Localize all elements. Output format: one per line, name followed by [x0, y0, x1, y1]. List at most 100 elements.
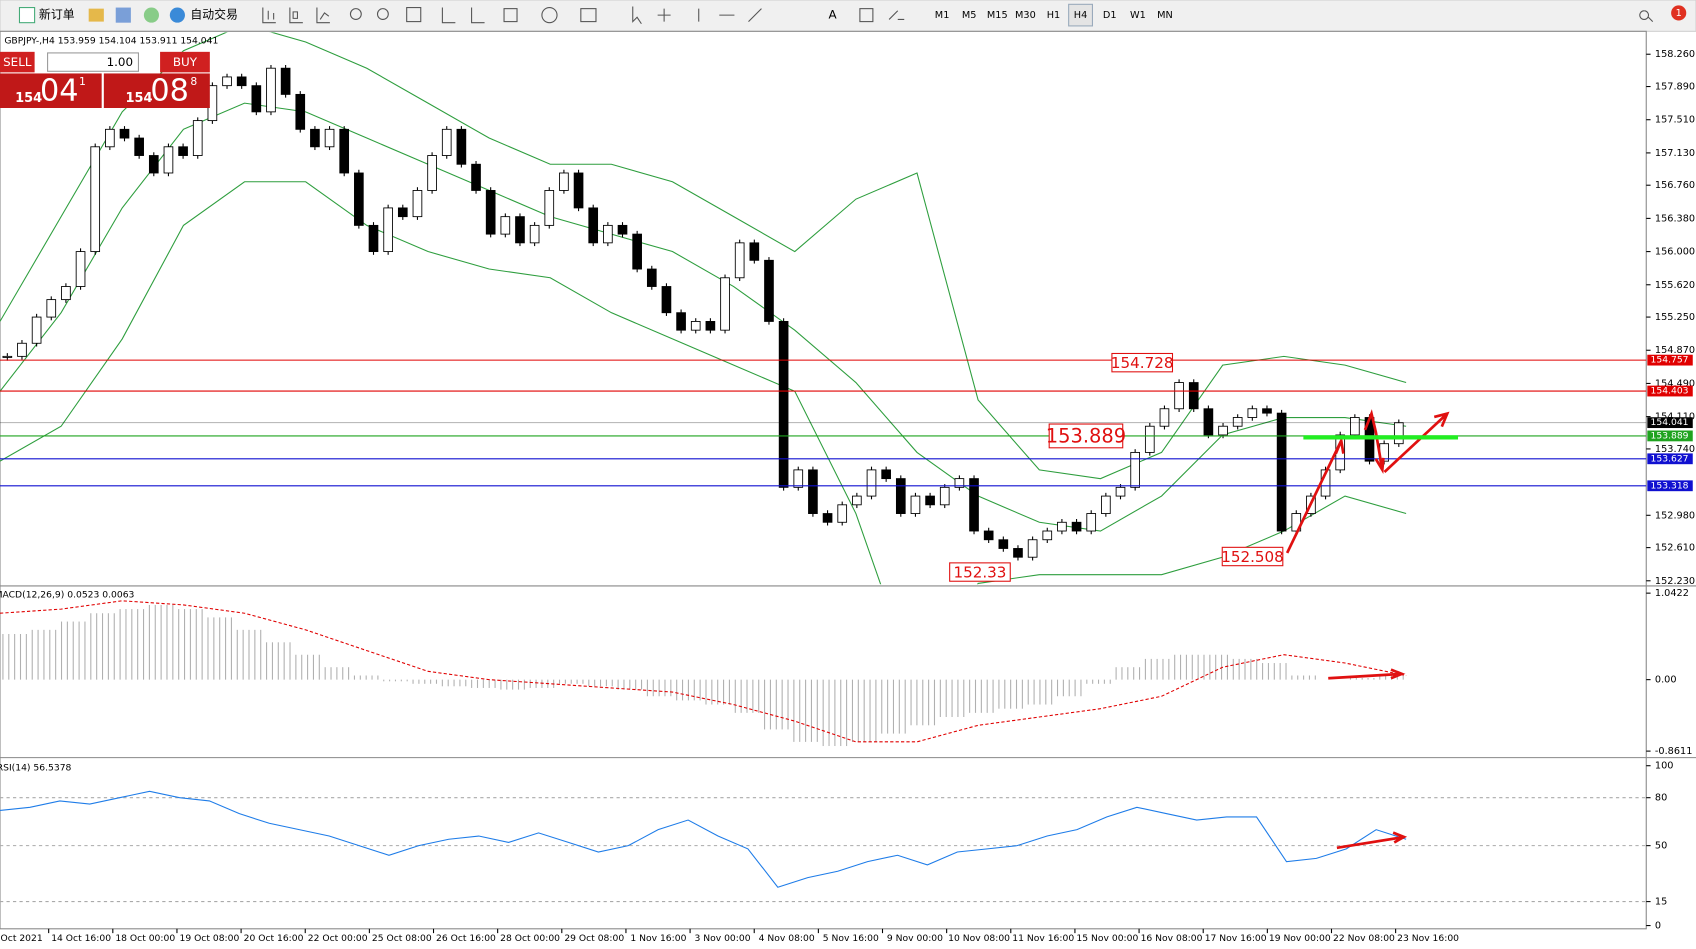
candle: [515, 216, 525, 244]
candle: [456, 128, 467, 165]
candle: [529, 224, 540, 244]
y-tick-label: 157.510: [1655, 115, 1695, 126]
buy-button[interactable]: [160, 51, 210, 73]
buy-label[interactable]: BUY: [173, 55, 198, 69]
notification-count[interactable]: 1: [1676, 8, 1682, 19]
y-tick-label: 1.0422: [1655, 588, 1689, 599]
candle: [837, 504, 848, 523]
candle: [603, 224, 613, 244]
template-icon[interactable]: [580, 8, 597, 23]
trade-panel: SELL 1.00 BUY 154 04 1 154 08 8: [0, 51, 210, 108]
toolbar: 新订单 自动交易 A M1 M5 M15 M30 H1 H4 D1 W1 MN 1: [0, 0, 1696, 32]
bid-big[interactable]: 154: [15, 91, 42, 106]
ask-box[interactable]: [103, 73, 210, 108]
arrow-tool[interactable]: [888, 10, 905, 20]
bid-box[interactable]: [0, 73, 102, 108]
candle: [105, 128, 115, 148]
candle: [1101, 495, 1111, 514]
candle: [310, 128, 320, 148]
candle: [852, 495, 862, 506]
y-tick-label: 157.130: [1655, 148, 1695, 159]
icon[interactable]: [143, 7, 159, 23]
candle: [61, 286, 71, 301]
candle: [1350, 417, 1360, 436]
new-order[interactable]: 新订单: [39, 8, 75, 22]
candle: [617, 224, 628, 235]
icon[interactable]: [115, 7, 131, 23]
timeframe[interactable]: M5: [962, 10, 977, 21]
timeframe[interactable]: W1: [1130, 10, 1146, 21]
level-marker: [1647, 480, 1693, 492]
candle: [163, 146, 174, 174]
candle: [646, 268, 657, 287]
sell-label[interactable]: SELL: [3, 55, 32, 69]
line-icon[interactable]: [316, 7, 330, 24]
bid-sup[interactable]: 1: [79, 75, 86, 88]
bar-chart-icon[interactable]: [262, 7, 276, 24]
candle: [222, 76, 232, 87]
ask[interactable]: 08: [150, 73, 189, 108]
y-tick-label: 152.230: [1655, 576, 1695, 587]
candle: [1232, 417, 1243, 427]
notification-badge[interactable]: [1671, 5, 1687, 21]
auto-trading[interactable]: 自动交易: [190, 8, 238, 22]
candle: [368, 224, 379, 253]
candle: [1262, 408, 1272, 414]
rsi-line: [0, 790, 1407, 888]
level-label: 153.627: [1651, 453, 1689, 464]
period-icon[interactable]: [541, 7, 558, 24]
level-label: 154.041: [1651, 417, 1689, 428]
zoom-in[interactable]: [349, 8, 362, 20]
scroll-icons[interactable]: [441, 7, 485, 24]
candle: [1276, 412, 1287, 532]
ask-big[interactable]: 154: [125, 91, 152, 106]
annotation: 152.33: [953, 564, 1006, 582]
y-tick-label: 157.890: [1655, 82, 1695, 93]
timeframe[interactable]: MN: [1157, 10, 1173, 21]
timeframe[interactable]: M1: [935, 10, 950, 21]
drawn-arrows: [1285, 409, 1450, 850]
annotation-box: [1048, 423, 1124, 449]
candle: [793, 469, 804, 488]
bid[interactable]: 04: [40, 73, 79, 108]
level-marker: [1647, 385, 1693, 397]
timeframe[interactable]: H4: [1074, 10, 1088, 21]
y-tick-label: 15: [1655, 897, 1667, 908]
zoom-out[interactable]: [376, 8, 389, 20]
lots[interactable]: 1.00: [107, 55, 133, 69]
candle: [412, 190, 423, 218]
chart-frame: [0, 30, 1647, 930]
y-tick-label: 154.490: [1655, 378, 1695, 389]
candle: [427, 155, 437, 191]
x-tick-label: 22 Oct 00:00: [308, 933, 368, 944]
tile-icon[interactable]: [406, 7, 422, 23]
lots-input[interactable]: [47, 52, 139, 72]
cursor[interactable]: [632, 6, 642, 25]
candle: [1027, 539, 1038, 558]
timeframe[interactable]: M30: [1015, 10, 1036, 21]
candle: [969, 478, 979, 532]
sell-button[interactable]: [0, 51, 35, 73]
icon[interactable]: [88, 8, 104, 22]
annotation: 154.728: [1111, 354, 1174, 372]
timeframe[interactable]: D1: [1103, 10, 1117, 21]
text-tool[interactable]: A: [829, 8, 838, 22]
indicators-icon[interactable]: [503, 8, 518, 23]
timeframe[interactable]: M15: [987, 10, 1008, 21]
draw-tools[interactable]: [657, 8, 833, 22]
candle: [236, 76, 247, 87]
search[interactable]: [1639, 10, 1654, 22]
text-label-tool[interactable]: [859, 8, 874, 23]
y-tick-label: 0: [1655, 921, 1661, 932]
y-tick-label: 156.380: [1655, 213, 1695, 224]
candle: [397, 207, 408, 218]
macd-signal: [0, 600, 1407, 743]
candle-icon[interactable]: [289, 7, 303, 24]
candle: [983, 530, 994, 541]
x-tick-label: 29 Oct 08:00: [564, 933, 624, 944]
candle: [251, 85, 262, 113]
new-order-icon[interactable]: [18, 7, 36, 24]
auto-trading-icon[interactable]: [169, 7, 185, 23]
ask-sup[interactable]: 8: [190, 75, 197, 88]
timeframe[interactable]: H1: [1047, 10, 1061, 21]
